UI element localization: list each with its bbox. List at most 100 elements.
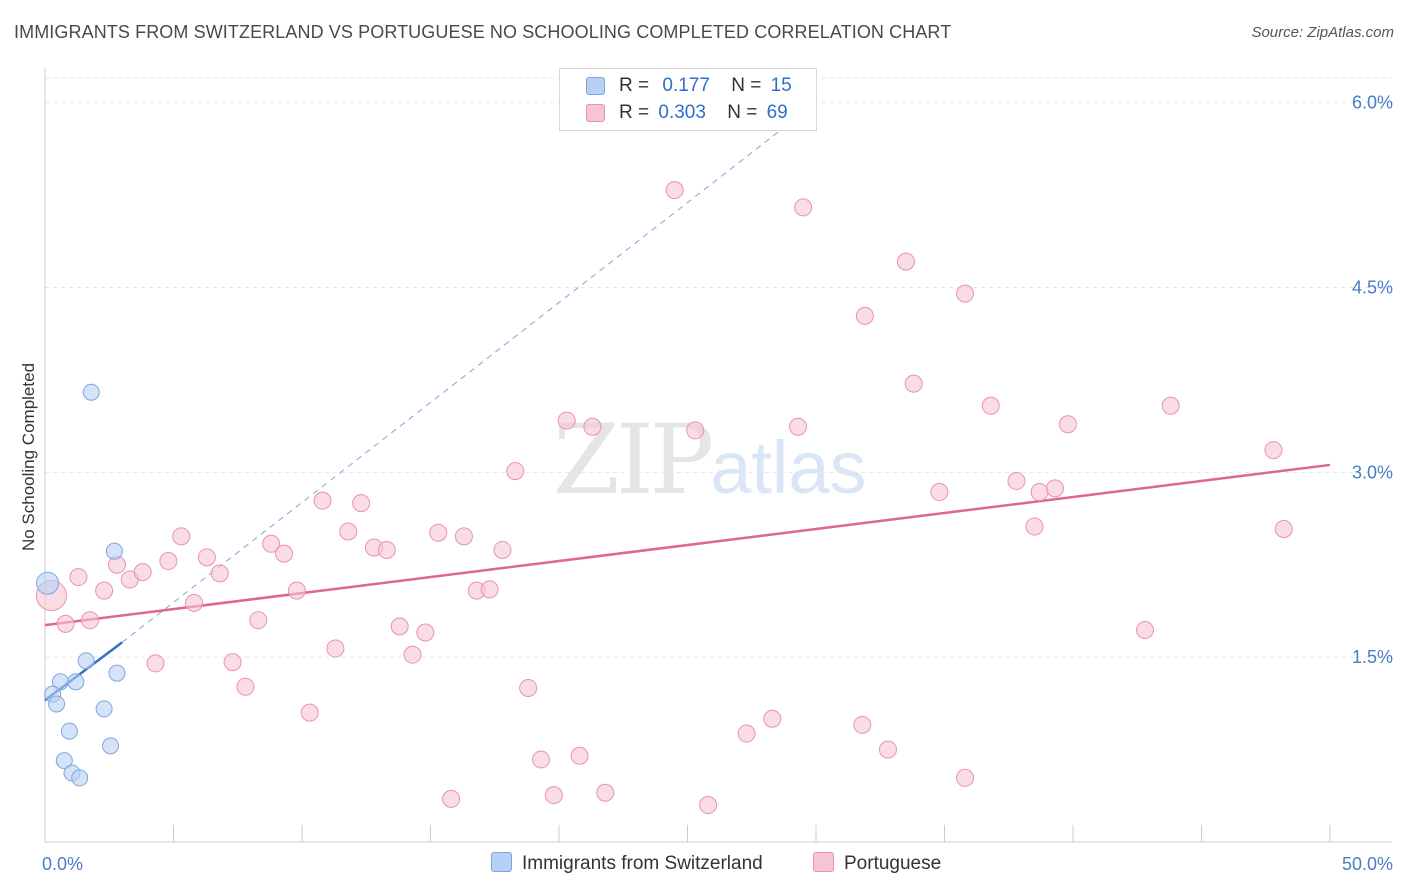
point-portuguese — [519, 678, 538, 697]
legend-swatch-switzerland — [586, 77, 605, 95]
point-switzerland — [67, 673, 85, 691]
bottom-legend-swatch-portuguese — [813, 852, 834, 872]
point-portuguese — [1161, 396, 1180, 415]
point-switzerland — [71, 769, 89, 787]
point-portuguese — [1007, 471, 1026, 490]
point-portuguese — [1025, 517, 1044, 536]
point-portuguese — [853, 715, 872, 734]
trend-line-portuguese — [44, 463, 1331, 627]
grid-lines — [45, 77, 1392, 658]
point-switzerland — [105, 542, 123, 560]
point-switzerland — [77, 652, 95, 670]
point-portuguese — [326, 639, 345, 658]
axis-labels: 1.5% 3.0% 4.5% 6.0% 0.0% 50.0% No Schooling Co… — [19, 93, 1393, 874]
point-portuguese — [287, 581, 306, 600]
point-portuguese — [794, 198, 813, 217]
point-portuguese — [896, 252, 915, 271]
point-portuguese — [429, 523, 448, 542]
legend-swatch-portuguese — [586, 104, 605, 122]
y-tick-label: 3.0% — [1352, 462, 1393, 482]
legend-n-label: N = — [731, 75, 762, 96]
point-portuguese — [956, 768, 975, 787]
point-portuguese — [981, 396, 1000, 415]
watermark-atlas: atlas — [710, 426, 867, 509]
point-portuguese — [930, 483, 949, 502]
legend: R = 0.177 N = 15 R = 0.303 N = 69 — [559, 68, 817, 131]
point-portuguese — [236, 677, 255, 696]
point-portuguese — [249, 611, 268, 630]
point-portuguese — [69, 568, 88, 587]
source-label: Source: ZipAtlas.com — [1251, 24, 1394, 41]
point-portuguese — [390, 617, 409, 636]
point-portuguese — [596, 783, 615, 802]
point-portuguese — [146, 654, 165, 673]
x-tick-label-max: 50.0% — [1342, 854, 1393, 874]
y-tick-label: 1.5% — [1352, 647, 1393, 667]
point-portuguese — [737, 724, 756, 743]
point-switzerland — [36, 571, 60, 595]
point-portuguese — [699, 796, 718, 815]
point-portuguese — [377, 540, 396, 559]
x-tick-label-min: 0.0% — [42, 854, 83, 874]
trend-lines — [44, 102, 1331, 702]
point-portuguese — [686, 421, 705, 440]
point-portuguese — [133, 563, 152, 582]
point-portuguese — [56, 614, 75, 633]
point-switzerland — [60, 722, 78, 740]
point-portuguese — [159, 552, 178, 571]
point-portuguese — [1058, 415, 1077, 434]
point-switzerland — [95, 700, 113, 718]
point-portuguese — [583, 417, 602, 436]
legend-n-value: 69 — [766, 102, 788, 123]
point-portuguese — [1274, 520, 1293, 539]
y-tick-label: 6.0% — [1352, 93, 1393, 113]
point-switzerland — [82, 383, 100, 401]
point-portuguese — [313, 491, 332, 510]
point-portuguese — [352, 494, 371, 513]
point-portuguese — [763, 709, 782, 728]
point-portuguese — [904, 374, 923, 393]
point-portuguese — [185, 593, 204, 612]
point-switzerland — [55, 752, 73, 770]
point-portuguese — [1264, 441, 1283, 460]
point-portuguese — [570, 746, 589, 765]
point-portuguese — [442, 789, 461, 808]
point-portuguese — [789, 417, 808, 436]
legend-r-label: R = — [619, 75, 650, 96]
point-portuguese — [172, 527, 191, 546]
bottom-legend-label-portuguese: Portuguese — [844, 853, 942, 874]
bottom-legend-switzerland: Immigrants from Switzerland — [491, 852, 763, 875]
bottom-legend-swatch-switzerland — [491, 852, 512, 872]
point-portuguese — [855, 306, 874, 325]
point-portuguese — [416, 623, 435, 642]
trend-line-switzerland-extended — [121, 102, 817, 643]
watermark-zip: ZIP — [553, 404, 714, 516]
point-portuguese — [557, 411, 576, 430]
point-portuguese — [878, 740, 897, 759]
point-portuguese — [210, 564, 229, 583]
point-portuguese — [197, 548, 216, 567]
point-portuguese — [95, 581, 114, 600]
bottom-legend-label-switzerland: Immigrants from Switzerland — [522, 853, 763, 874]
point-portuguese — [665, 181, 684, 200]
point-switzerland — [108, 664, 126, 682]
point-portuguese — [223, 653, 242, 672]
point-portuguese — [532, 750, 551, 769]
point-portuguese — [80, 611, 99, 630]
watermark: ZIPatlas — [553, 404, 867, 516]
legend-r-value: 0.177 — [662, 75, 710, 96]
point-portuguese — [454, 527, 473, 546]
bottom-legend-portuguese: Portuguese — [813, 852, 941, 875]
point-portuguese — [493, 540, 512, 559]
point-portuguese — [1046, 479, 1065, 498]
chart-title: IMMIGRANTS FROM SWITZERLAND VS PORTUGUES… — [14, 22, 952, 42]
point-portuguese — [956, 284, 975, 303]
point-portuguese — [275, 544, 294, 563]
point-portuguese — [1135, 621, 1154, 640]
legend-r-label: R = — [619, 102, 650, 123]
legend-n-value: 15 — [770, 75, 792, 96]
data-points — [35, 181, 1293, 815]
point-portuguese — [300, 703, 319, 722]
point-portuguese — [506, 462, 525, 481]
